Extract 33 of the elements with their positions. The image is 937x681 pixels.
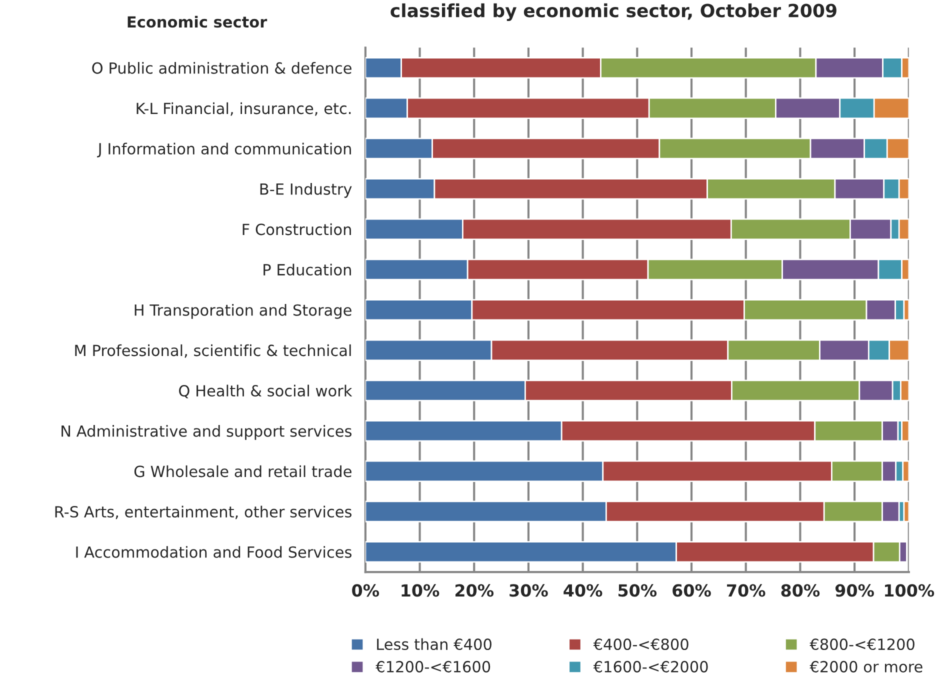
legend-label: €1200-<€1600: [376, 660, 490, 672]
y-tick-label: N Administrative and support services: [62, 425, 352, 440]
legend-label: €800-<€1200: [810, 638, 914, 650]
y-tick-label: M Professional, scientific & technical: [75, 344, 351, 358]
y-tick-label: R-S Arts, entertainment, other services: [55, 506, 352, 520]
y-tick-label: O Public administration & defence: [92, 62, 352, 74]
x-tick-label: 60%: [672, 584, 711, 597]
x-tick-label: 100%: [885, 584, 934, 597]
x-tick-label: 0%: [352, 584, 380, 597]
x-tick-label: 90%: [835, 584, 874, 597]
y-tick-label: I Accommodation and Food Services: [76, 546, 352, 558]
x-tick-label: 80%: [781, 584, 820, 597]
bar: [901, 420, 909, 442]
legend-label: €400-<€800: [593, 638, 688, 650]
y-tick-label: F Construction: [242, 223, 351, 236]
x-tick-label: 10%: [402, 584, 440, 597]
y-tick-label: J Information and communication: [97, 142, 351, 158]
y-tick-label: Q Health & social work: [179, 384, 352, 398]
legend-label: €2000 or more: [810, 660, 922, 672]
y-axis-title: Economic sector: [128, 16, 268, 28]
y-tick-label: P Education: [264, 264, 351, 276]
y-tick-label: B-E Industry: [260, 183, 352, 198]
y-tick-label: H Transporation and Storage: [134, 304, 352, 319]
x-tick-label: 20%: [455, 584, 494, 597]
y-tick-label: K-L Financial, insurance, etc.: [136, 102, 351, 116]
x-tick-label: 50%: [618, 584, 657, 597]
x-tick-label: 30%: [510, 584, 548, 597]
legend-label: Less than €400: [377, 638, 492, 650]
y-tick-label: G Wholesale and retail trade: [134, 465, 352, 478]
chart-title: classified by economic sector, October 2009: [390, 3, 836, 22]
x-tick-label: 70%: [727, 584, 766, 597]
legend-label: €1600-<€2000: [593, 660, 708, 672]
x-tick-label: 40%: [564, 584, 602, 597]
